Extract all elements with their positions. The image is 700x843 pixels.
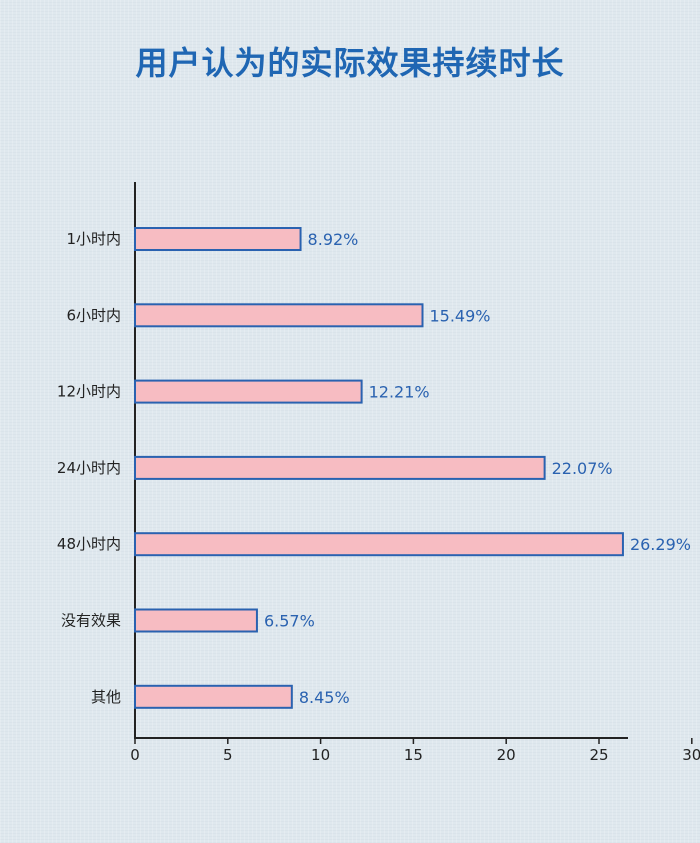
category-label: 48小时内 (57, 535, 121, 553)
x-tick-label: 20 (497, 746, 516, 764)
value-label: 15.49% (429, 306, 490, 325)
category-label: 1小时内 (66, 230, 121, 248)
value-label: 8.45% (299, 688, 350, 707)
x-tick-label: 10 (311, 746, 330, 764)
bar (134, 379, 363, 404)
value-label: 26.29% (630, 535, 691, 554)
bar (134, 532, 624, 557)
x-tick-label: 30 (682, 746, 700, 764)
category-label: 6小时内 (66, 306, 121, 324)
bar (134, 227, 302, 251)
bar (134, 303, 424, 328)
x-tick-label: 25 (589, 746, 608, 764)
value-label: 8.92% (308, 230, 359, 249)
x-tick-label: 15 (404, 746, 423, 764)
value-label: 12.21% (369, 383, 430, 402)
category-label: 没有效果 (61, 612, 121, 630)
category-label: 12小时内 (57, 383, 121, 401)
category-label: 24小时内 (57, 459, 121, 477)
chart-title: 用户认为的实际效果持续时长 (135, 44, 565, 82)
value-label: 22.07% (552, 459, 613, 478)
category-label: 其他 (91, 688, 121, 706)
bar (134, 608, 258, 633)
bar (134, 684, 293, 709)
x-tick-label: 5 (223, 746, 233, 764)
x-tick-label: 0 (130, 746, 140, 764)
bar (134, 455, 546, 480)
value-label: 6.57% (264, 612, 315, 631)
